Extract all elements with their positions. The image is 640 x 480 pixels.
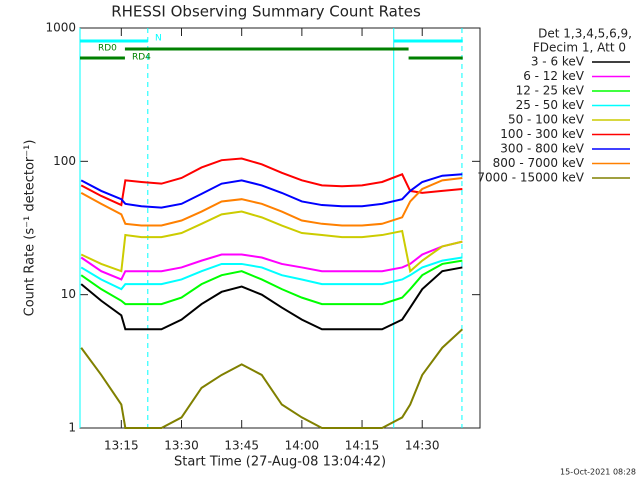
x-tick-label: 13:45 xyxy=(224,439,259,453)
legend-label: 50 - 100 keV xyxy=(508,113,585,127)
y-tick-label: 1000 xyxy=(45,21,76,35)
y-tick-label: 10 xyxy=(61,287,76,301)
series-line xyxy=(80,256,463,291)
x-tick-label: 14:00 xyxy=(285,439,320,453)
legend-header: Det 1,3,4,5,6,9, xyxy=(538,27,632,41)
legend-label: 7000 - 15000 keV xyxy=(477,171,584,185)
plot-frame xyxy=(79,27,481,429)
y-tick-label: 100 xyxy=(53,154,76,168)
flag-label: RD4 xyxy=(132,53,151,63)
legend-label: 100 - 300 keV xyxy=(500,127,584,141)
series-line xyxy=(80,176,463,227)
legend-label: 12 - 25 keV xyxy=(516,84,585,98)
legend-label: 800 - 7000 keV xyxy=(493,156,585,170)
x-tick-label: 13:30 xyxy=(164,439,199,453)
x-tick-label: 13:15 xyxy=(104,439,139,453)
series-line xyxy=(80,157,463,207)
flag-label: N xyxy=(155,34,162,44)
x-tick-label: 14:15 xyxy=(345,439,380,453)
series-line xyxy=(80,328,464,429)
y-tick-label: 1 xyxy=(68,421,76,435)
legend-label: 6 - 12 keV xyxy=(523,69,585,83)
series-line xyxy=(80,259,463,306)
legend-header: FDecim 1, Att 0 xyxy=(533,41,626,55)
y-axis-label: Count Rate (s⁻¹ detector⁻¹) xyxy=(23,140,38,317)
x-tick-label: 14:30 xyxy=(405,439,440,453)
series-line xyxy=(80,210,463,274)
series-line xyxy=(80,240,463,281)
flag-label: RD0 xyxy=(98,44,117,54)
legend-label: 3 - 6 keV xyxy=(531,55,585,69)
x-axis-label: Start Time (27-Aug-08 13:04:42) xyxy=(174,455,386,470)
legend-label: 300 - 800 keV xyxy=(500,142,584,156)
series-line xyxy=(80,266,463,331)
chart-title: RHESSI Observing Summary Count Rates xyxy=(111,3,421,21)
series-line xyxy=(80,173,463,209)
footer: 15-Oct-2021 08:28 xyxy=(560,468,636,477)
legend-label: 25 - 50 keV xyxy=(516,98,585,112)
